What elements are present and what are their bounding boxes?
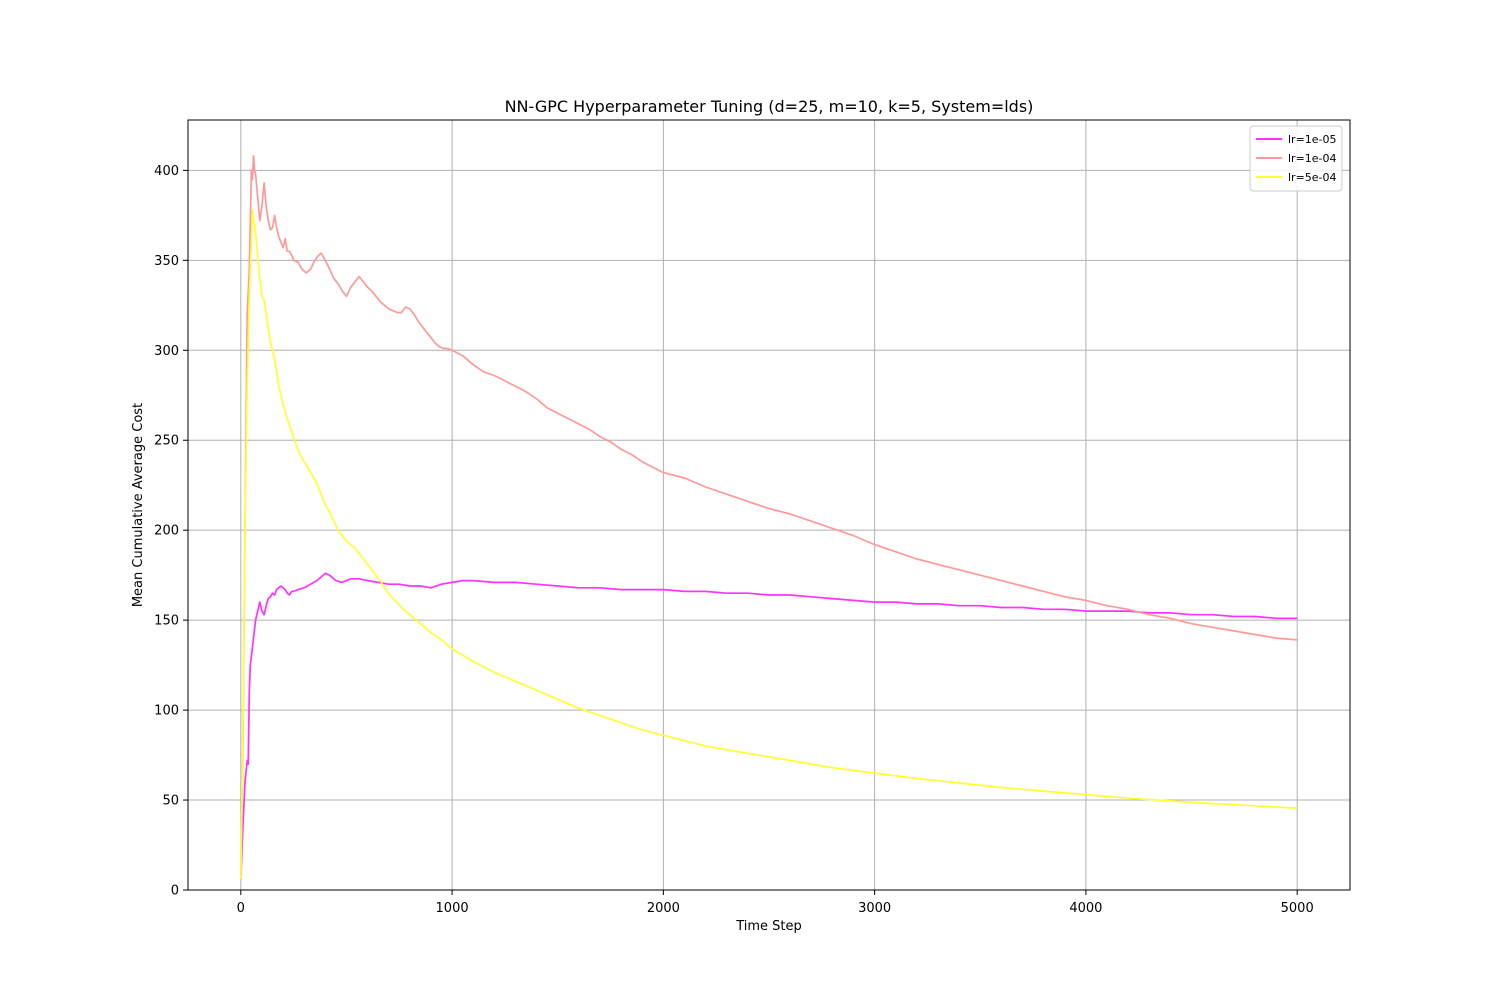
series-lines (239, 155, 1298, 880)
y-tick-label: 200 (154, 524, 179, 539)
y-tick-label: 150 (154, 614, 179, 629)
y-tick-label: 300 (154, 344, 179, 359)
y-tick-label: 400 (154, 164, 179, 179)
legend-box (1249, 125, 1343, 192)
x-tick-label: 1000 (436, 901, 469, 916)
legend-label: lr=1e-04 (1288, 152, 1337, 165)
x-axis-label: Time Step (735, 919, 802, 934)
legend-label: lr=1e-05 (1288, 133, 1337, 146)
legend: lr=1e-05 lr=1e-04 lr=5e-04 (1249, 125, 1343, 192)
x-tick-label: 2000 (647, 901, 680, 916)
series-line (239, 572, 1298, 880)
y-axis-label: Mean Cumulative Average Cost (131, 403, 146, 607)
y-tick-label: 100 (154, 704, 179, 719)
y-tick-label: 250 (154, 434, 179, 449)
x-tick-label: 5000 (1281, 901, 1314, 916)
y-tick-label: 350 (154, 254, 179, 269)
axis-ticks: 0 1000 2000 3000 4000 5000 0 50 100 150 200 250 300 3… (154, 164, 1314, 916)
chart-title: NN-GPC Hyperparameter Tuning (d=25, m=10… (505, 97, 1034, 116)
grid (188, 120, 1350, 891)
x-tick-label: 0 (237, 901, 245, 916)
plot-area-frame (187, 119, 1351, 891)
y-tick-label: 0 (171, 884, 179, 899)
x-tick-label: 4000 (1069, 901, 1102, 916)
legend-label: lr=5e-04 (1288, 171, 1337, 184)
x-tick-label: 3000 (858, 901, 891, 916)
series-line (239, 209, 1298, 880)
series-line (239, 155, 1298, 880)
y-tick-label: 50 (162, 794, 179, 809)
